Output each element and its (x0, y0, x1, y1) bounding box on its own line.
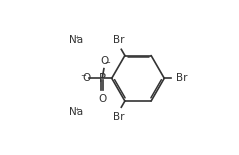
Text: O: O (98, 94, 106, 104)
Text: −: − (80, 73, 86, 79)
Text: +: + (74, 35, 79, 40)
Text: Na: Na (69, 35, 83, 45)
Text: Na: Na (69, 107, 83, 117)
Text: Br: Br (113, 112, 124, 122)
Text: +: + (74, 107, 79, 112)
Text: −: − (104, 60, 110, 66)
Text: O: O (100, 55, 109, 66)
Text: Br: Br (113, 35, 124, 45)
Text: P: P (99, 72, 106, 85)
Text: Br: Br (176, 73, 187, 83)
Text: O: O (82, 73, 91, 83)
